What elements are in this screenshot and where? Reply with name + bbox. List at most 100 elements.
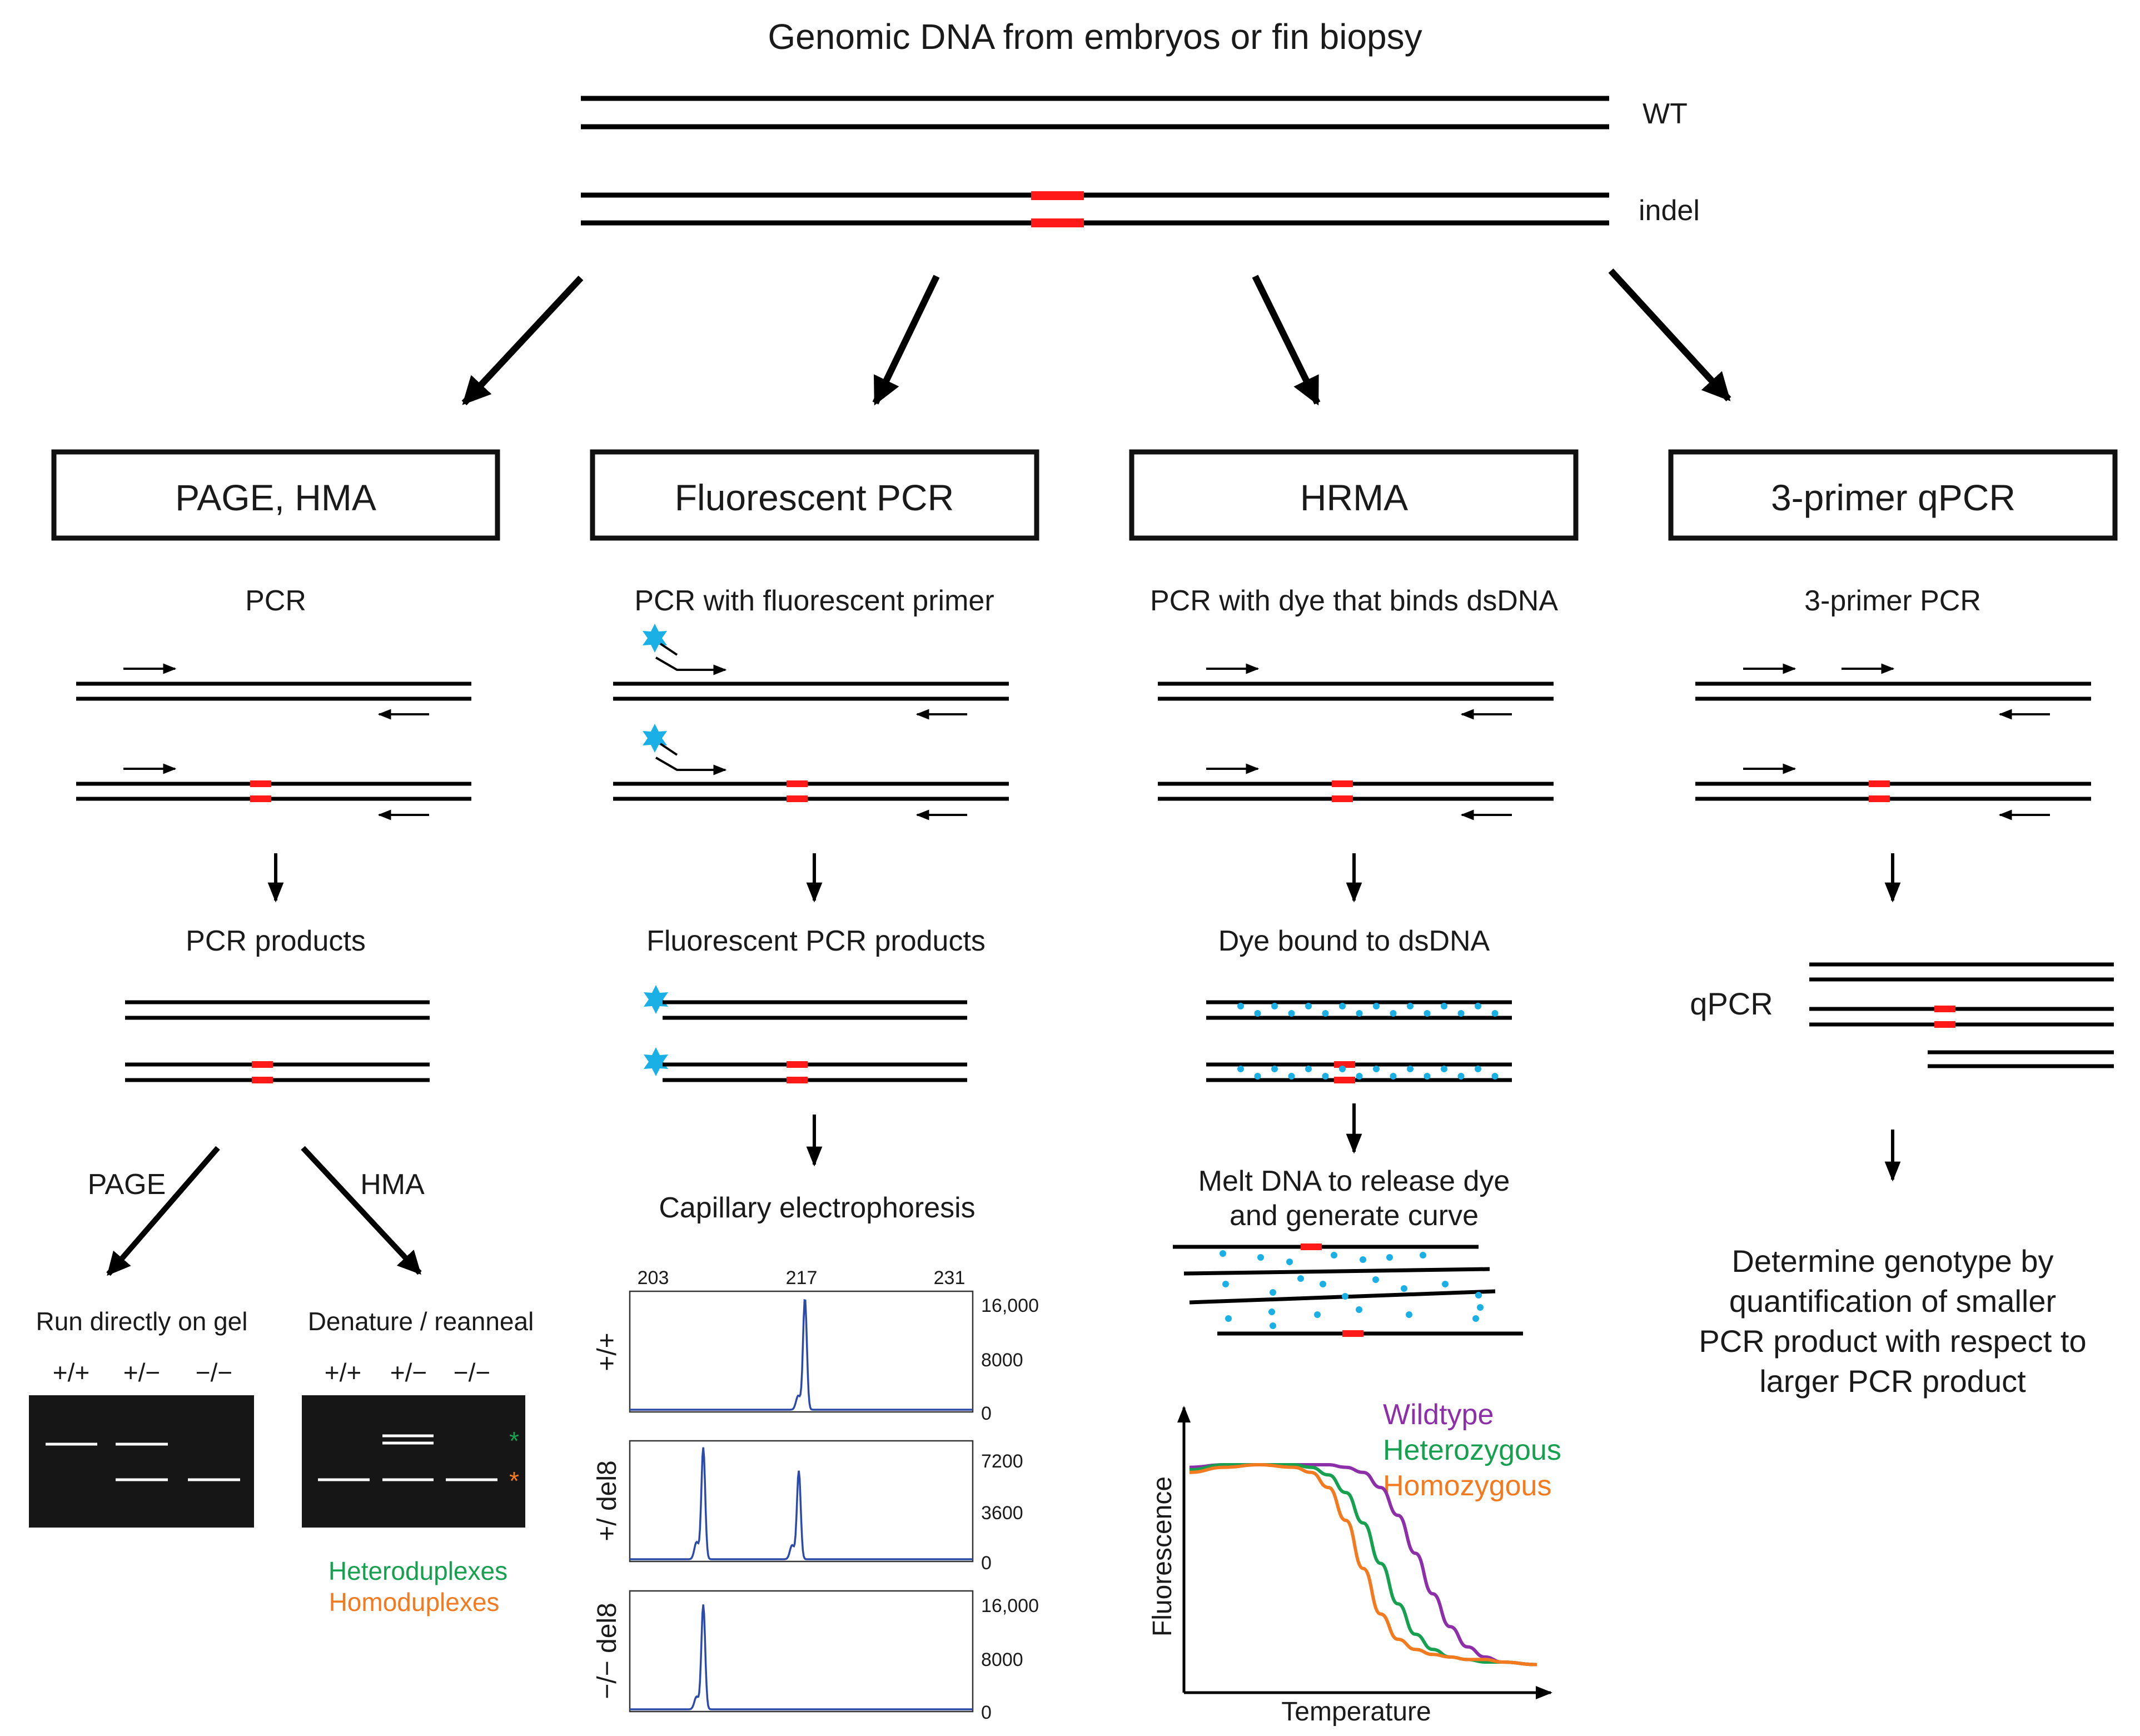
wt-label: WT: [1643, 98, 1688, 130]
dye-dot: [1424, 1073, 1431, 1080]
branch-label-page: PAGE: [88, 1168, 166, 1201]
qpcr-pcr-template: [1695, 663, 2091, 820]
dye-dot: [1254, 1010, 1261, 1017]
page-step1: PCR: [245, 585, 306, 617]
melt-curve-homozygous: [1189, 1463, 1537, 1667]
dye-dot: [1373, 1003, 1380, 1009]
ce-panel-1-ytick-zero: 0: [981, 1403, 992, 1424]
free-dye-dot: [1286, 1259, 1293, 1265]
ce-x-tick-1: 203: [638, 1267, 669, 1289]
dye-dot: [1407, 1066, 1414, 1072]
box-page-hma-label: PAGE, HMA: [175, 477, 376, 518]
ce-panel-1-genotype: +/+: [593, 1332, 622, 1371]
free-dye-dot: [1372, 1276, 1379, 1283]
hrma-step2: Dye bound to dsDNA: [1218, 925, 1490, 957]
free-dye-dot: [1477, 1304, 1484, 1311]
dye-dot: [1390, 1010, 1397, 1017]
qpcr-conclusion-line4: larger PCR product: [1759, 1364, 2026, 1399]
ce-x-ticks: 203 217 231: [638, 1267, 966, 1289]
free-dye-dot: [1442, 1281, 1449, 1287]
dye-dot: [1288, 1010, 1295, 1017]
ce-panel-2-ytick-mid: 3600: [981, 1503, 1023, 1524]
free-dye-dot: [1268, 1309, 1275, 1315]
page-gel: [29, 1395, 254, 1528]
arrow-to-page-gel: [106, 1146, 220, 1276]
hma-gel: [302, 1395, 525, 1528]
hrma-melting-dna: [1173, 1243, 1523, 1337]
free-dye-dot: [1401, 1285, 1407, 1292]
dye-dot: [1475, 1066, 1481, 1072]
box-fluorescent-pcr-label: Fluorescent PCR: [675, 477, 954, 518]
ce-panel-1-ytick-mid: 8000: [981, 1350, 1023, 1371]
arrow-to-page: [461, 275, 584, 406]
dye-dot: [1322, 1010, 1329, 1017]
page-gel-title: Run directly on gel: [36, 1307, 248, 1336]
ce-panel-2-ytick-zero: 0: [981, 1553, 992, 1574]
ce-panel-3-ytick-mid: 8000: [981, 1649, 1023, 1670]
melt-legend-heterozygous: Heterozygous: [1383, 1434, 1561, 1466]
dye-dot: [1254, 1073, 1261, 1080]
hetero-marker: *: [509, 1426, 519, 1455]
dye-dot: [1457, 1010, 1465, 1017]
hrma-step1: PCR with dye that binds dsDNA: [1150, 585, 1558, 617]
melt-xlabel: Temperature: [1281, 1697, 1431, 1727]
dye-dot: [1339, 1003, 1346, 1009]
dye-dot: [1390, 1073, 1397, 1080]
branch-label-hma: HMA: [360, 1168, 425, 1201]
legend-heteroduplexes: Heteroduplexes: [329, 1556, 507, 1585]
free-dye-dot: [1356, 1306, 1362, 1313]
hma-gel-lane-1: +/+: [325, 1358, 362, 1387]
free-dye-dot: [1475, 1292, 1482, 1299]
dye-dot: [1271, 1066, 1278, 1072]
page-step2: PCR products: [186, 925, 366, 957]
free-dye-dot: [1472, 1315, 1479, 1322]
melt-curve-chart: Temperature Fluorescence Wildtype Hetero…: [1148, 1399, 1561, 1727]
dye-dot: [1305, 1066, 1312, 1072]
dye-dot: [1441, 1003, 1447, 1009]
free-dye-dot: [1386, 1254, 1393, 1261]
page-gel-bands: [46, 1442, 240, 1481]
fluor-step3: Capillary electrophoresis: [659, 1192, 975, 1224]
free-dye-dot: [1342, 1293, 1348, 1300]
page-gel-lane-3: −/−: [196, 1358, 233, 1387]
arrow-to-hma-gel: [301, 1146, 422, 1275]
ce-trace-panel-1: [630, 1299, 973, 1411]
free-dye-dot: [1257, 1254, 1264, 1261]
melt-ylabel: Fluorescence: [1148, 1476, 1177, 1636]
melt-legend-wildtype: Wildtype: [1383, 1399, 1494, 1431]
free-dye-dot: [1406, 1311, 1412, 1318]
dye-dot: [1356, 1010, 1363, 1017]
hrma-step3-line2: and generate curve: [1230, 1200, 1479, 1232]
ce-panel-3-genotype: −/− del8: [593, 1603, 622, 1699]
hrma-dye-bound-dna: [1206, 1000, 1512, 1083]
free-dye-dot: [1270, 1322, 1276, 1329]
ce-panels: +/+ +/ del8 −/− del8 16,000 8000 0 7200 …: [593, 1290, 1039, 1723]
ce-trace-panel-3: [630, 1604, 973, 1710]
hma-gel-bands: [318, 1434, 497, 1481]
fluor-pcr-products: [644, 985, 967, 1083]
ce-panel-2-ytick-top: 7200: [981, 1451, 1023, 1472]
free-dye-dot: [1314, 1311, 1321, 1318]
legend-homoduplexes: Homoduplexes: [329, 1588, 500, 1616]
page-pcr-template: [76, 663, 471, 820]
qpcr-products: [1809, 962, 2114, 1068]
free-dye-dot: [1420, 1252, 1426, 1259]
dye-dot: [1491, 1073, 1499, 1080]
dye-dot: [1271, 1003, 1278, 1009]
box-hrma: [1129, 449, 1579, 541]
qpcr-label: qPCR: [1690, 986, 1773, 1021]
dye-dot: [1491, 1010, 1499, 1017]
hma-gel-lane-3: −/−: [454, 1358, 491, 1387]
ce-x-tick-3: 231: [934, 1267, 966, 1289]
dye-dot: [1356, 1073, 1363, 1080]
qpcr-step1: 3-primer PCR: [1804, 585, 1981, 617]
figure-title: Genomic DNA from embryos or fin biopsy: [768, 17, 1422, 57]
free-dye-dot: [1320, 1281, 1326, 1287]
homo-marker: *: [509, 1466, 519, 1495]
dye-dot: [1237, 1003, 1244, 1009]
box-3primer-qpcr: [1668, 449, 2118, 541]
arrow-to-qpcr: [1608, 268, 1731, 402]
page-pcr-products: [125, 1000, 430, 1083]
page-gel-lane-1: +/+: [53, 1358, 90, 1387]
